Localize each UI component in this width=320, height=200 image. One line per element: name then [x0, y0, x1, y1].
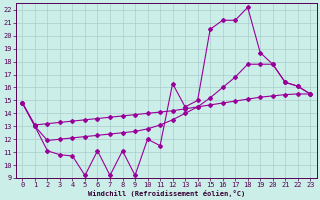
X-axis label: Windchill (Refroidissement éolien,°C): Windchill (Refroidissement éolien,°C) — [88, 190, 245, 197]
